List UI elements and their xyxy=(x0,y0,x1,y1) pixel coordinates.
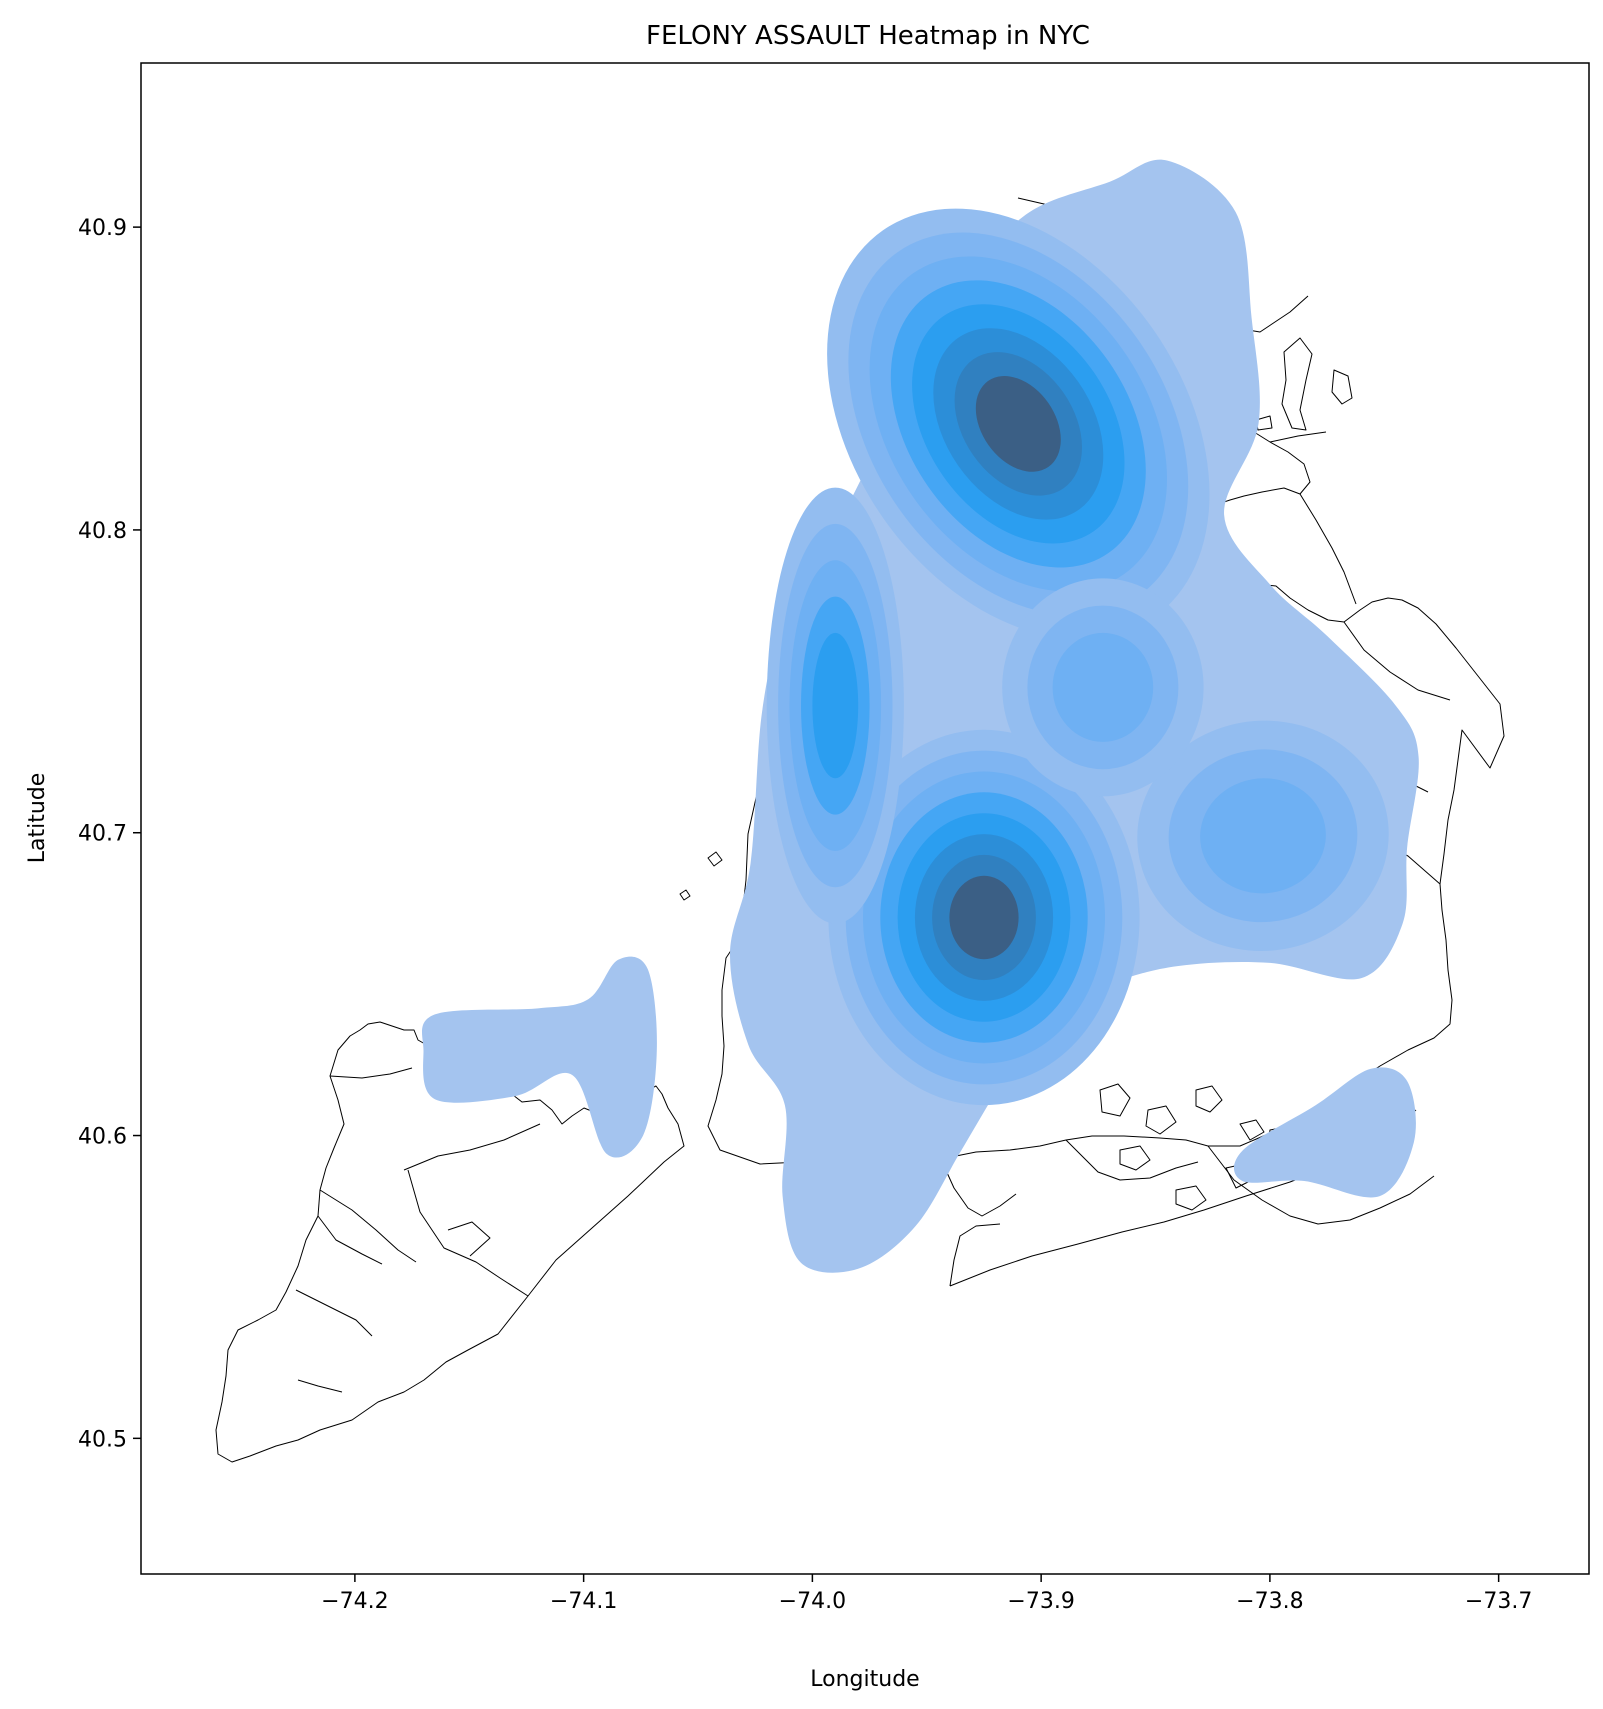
y-tick-label: 40.8 xyxy=(78,519,127,544)
x-axis: −74.2 −74.1 −74.0 −73.9 −73.8 −73.7 xyxy=(321,1574,1532,1614)
axes-frame xyxy=(140,62,1590,1575)
staten-island-outline xyxy=(215,1021,685,1463)
density-contours xyxy=(421,159,1419,1273)
x-tick-label: −74.1 xyxy=(550,1589,617,1614)
x-tick-label: −74.2 xyxy=(321,1589,388,1614)
x-tick-label: −74.0 xyxy=(779,1589,846,1614)
density-contour xyxy=(1200,778,1326,894)
liberty-island-outline xyxy=(679,851,723,901)
x-tick-label: −73.7 xyxy=(1465,1589,1532,1614)
y-tick-label: 40.9 xyxy=(78,216,127,241)
x-tick-label: −73.8 xyxy=(1236,1589,1303,1614)
city-island-outline xyxy=(1255,337,1353,431)
density-contour xyxy=(812,632,859,779)
staten-island-divisions xyxy=(295,1067,541,1393)
y-axis: 40.5 40.6 40.7 40.8 40.9 xyxy=(78,216,141,1452)
density-staten-island xyxy=(421,956,657,1158)
y-tick-label: 40.5 xyxy=(78,1427,127,1452)
y-tick-label: 40.6 xyxy=(78,1125,127,1150)
x-axis-label: Longitude xyxy=(810,1667,919,1692)
density-contour xyxy=(949,875,1019,960)
x-tick-label: −73.9 xyxy=(1007,1589,1074,1614)
y-axis-label: Latitude xyxy=(25,773,50,864)
density-rockaway xyxy=(1233,1067,1416,1198)
density-contour xyxy=(1052,632,1154,742)
y-tick-label: 40.7 xyxy=(78,822,127,847)
chart-title: FELONY ASSAULT Heatmap in NYC xyxy=(646,21,1090,51)
plot-area xyxy=(140,62,1590,1575)
density-contour xyxy=(975,376,1061,472)
